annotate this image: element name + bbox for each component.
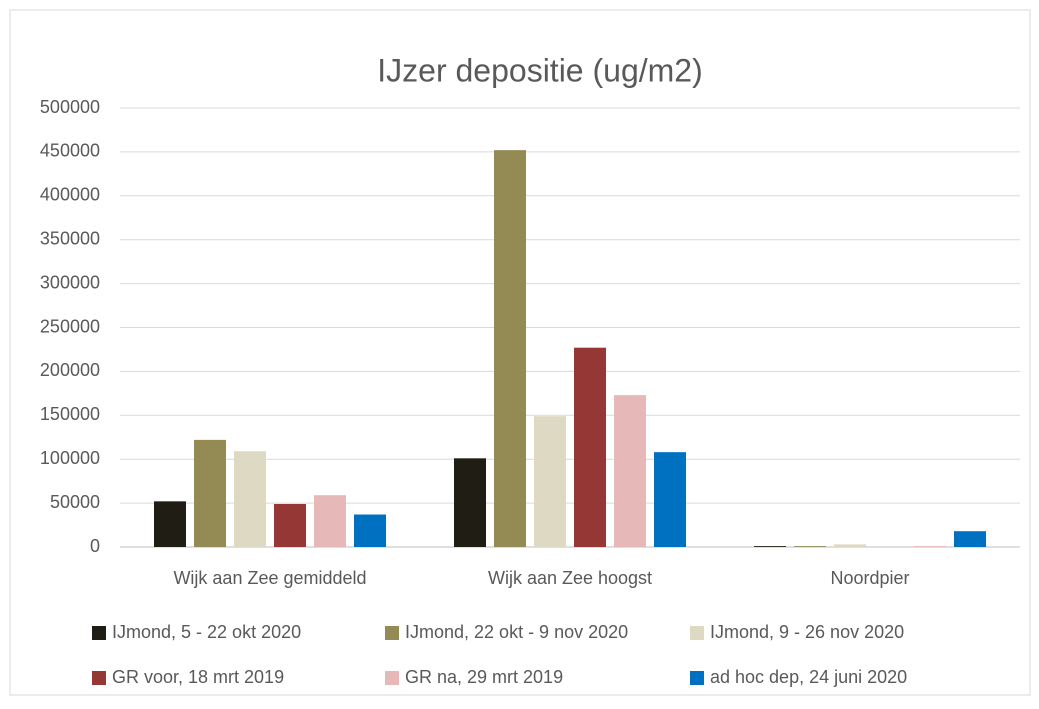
x-tick-label: Wijk aan Zee gemiddeld — [173, 568, 366, 588]
bar — [194, 439, 226, 547]
y-tick-label: 350000 — [40, 228, 100, 248]
legend-label: ad hoc dep, 24 juni 2020 — [710, 667, 907, 687]
y-tick-label: 500000 — [40, 97, 100, 117]
bar — [154, 501, 186, 547]
bar — [574, 347, 606, 547]
y-tick-label: 100000 — [40, 448, 100, 468]
legend-label: IJmond, 22 okt - 9 nov 2020 — [405, 622, 628, 642]
bar — [274, 503, 306, 547]
y-tick-label: 400000 — [40, 185, 100, 205]
y-tick-label: 0 — [90, 536, 100, 556]
y-tick-label: 450000 — [40, 141, 100, 161]
bar — [234, 451, 266, 547]
bar — [654, 452, 686, 547]
bar — [614, 395, 646, 547]
chart-title: IJzer depositie (ug/m2) — [377, 52, 702, 88]
y-tick-label: 250000 — [40, 316, 100, 336]
x-tick-label: Wijk aan Zee hoogst — [488, 568, 652, 588]
bar — [834, 544, 866, 547]
x-tick-label: Noordpier — [830, 568, 909, 588]
bar — [354, 514, 386, 547]
legend-label: GR voor, 18 mrt 2019 — [112, 667, 284, 687]
legend-label: GR na, 29 mrt 2019 — [405, 667, 563, 687]
bar — [754, 546, 786, 547]
legend-swatch — [690, 626, 704, 640]
bar — [454, 458, 486, 547]
y-tick-label: 150000 — [40, 404, 100, 424]
bar — [914, 546, 946, 547]
legend-swatch — [385, 671, 399, 685]
legend-label: IJmond, 9 - 26 nov 2020 — [710, 622, 904, 642]
legend-swatch — [690, 671, 704, 685]
y-tick-label: 200000 — [40, 360, 100, 380]
bar — [534, 416, 566, 547]
bar — [494, 150, 526, 548]
legend-label: IJmond, 5 - 22 okt 2020 — [112, 622, 301, 642]
bar — [954, 531, 986, 547]
legend-swatch — [92, 626, 106, 640]
y-tick-label: 300000 — [40, 272, 100, 292]
bar — [314, 495, 346, 547]
legend-swatch — [92, 671, 106, 685]
bar — [794, 546, 826, 547]
y-tick-label: 50000 — [50, 492, 100, 512]
legend-swatch — [385, 626, 399, 640]
